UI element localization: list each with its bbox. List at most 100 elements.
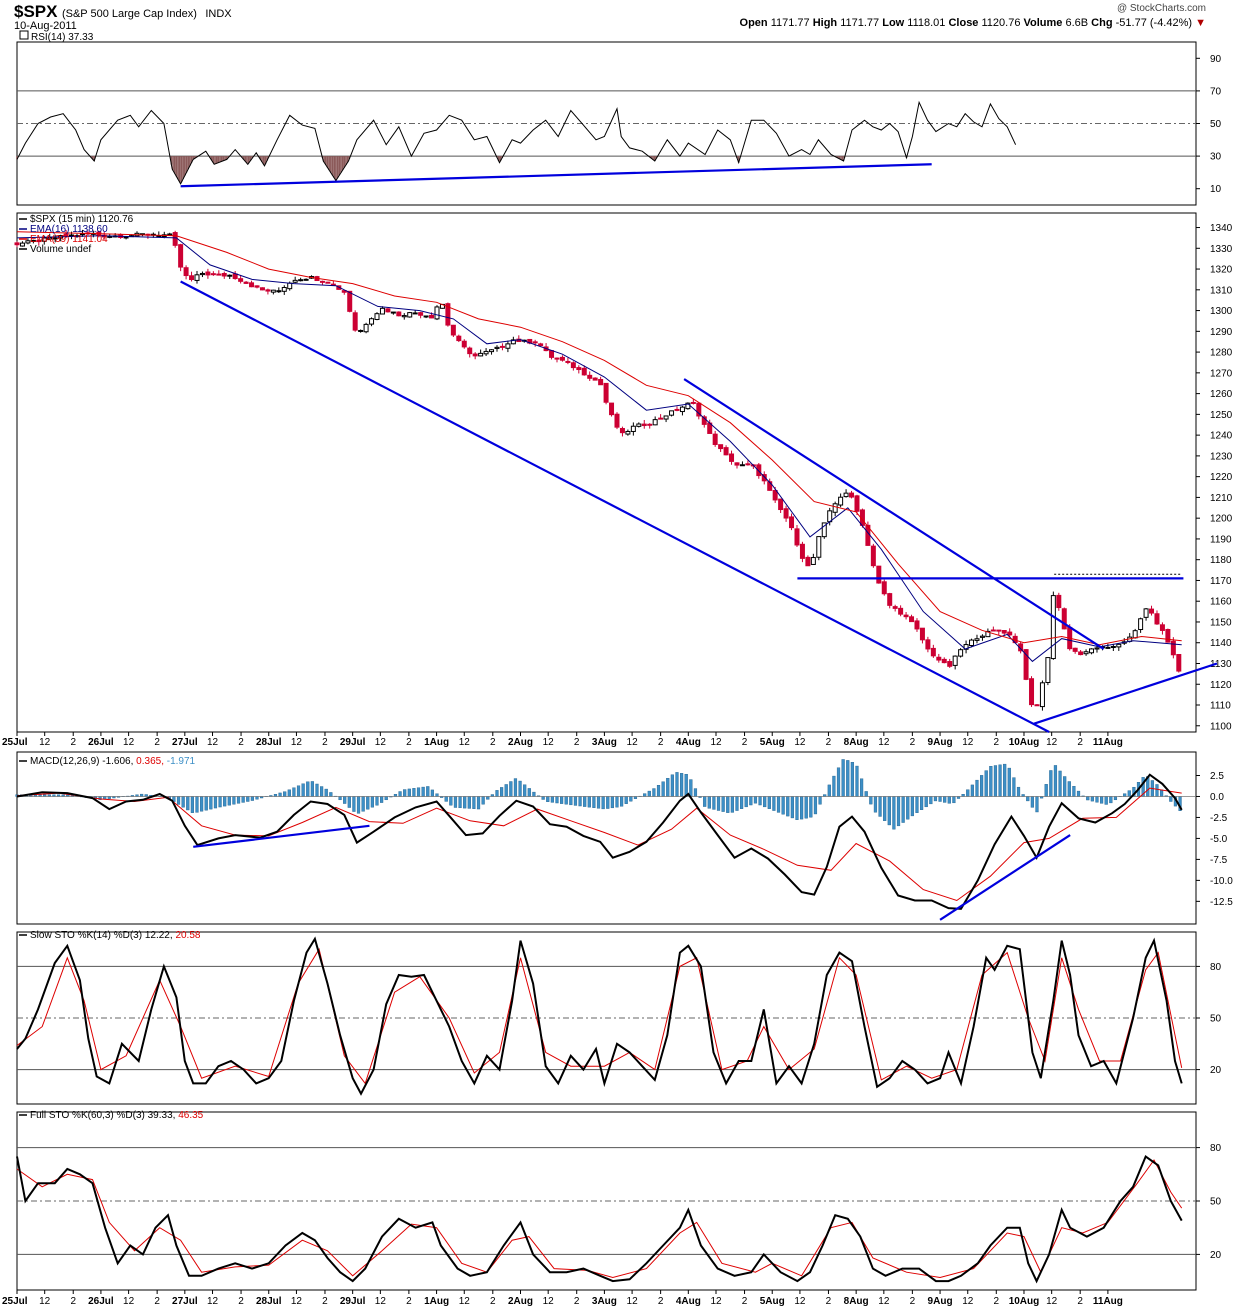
- macd-histogram-bar: [919, 796, 924, 810]
- price-xtick-label: 3Aug: [592, 737, 617, 748]
- macd-histogram-bar: [984, 770, 988, 797]
- price-candle-body: [172, 232, 178, 246]
- price-candle-body: [838, 496, 844, 506]
- price-candle-body: [341, 290, 347, 293]
- ohlc-label-volume: Volume: [1023, 17, 1063, 29]
- macd-histogram-bar: [758, 796, 762, 806]
- price-candle-body: [249, 282, 255, 288]
- macd-histogram-bar: [398, 791, 402, 797]
- price-candle-body: [641, 423, 647, 427]
- price-xtick-label: 29Jul: [340, 737, 366, 748]
- full-sto-legend-label: Full STO %K(60,3) %D(3): [30, 1110, 148, 1121]
- price-candle-body: [238, 278, 244, 282]
- price-candle-body: [210, 273, 216, 276]
- full-sto-d-line: [16, 1159, 1183, 1279]
- price-candle-body: [1116, 643, 1122, 648]
- macd-histogram-bar: [947, 796, 951, 804]
- macd-histogram-bar: [1072, 786, 1076, 797]
- bottom-xtick-label: 2: [490, 1296, 496, 1307]
- price-candle-body: [292, 279, 298, 283]
- macd-histogram-bar: [979, 775, 984, 797]
- macd-histogram-bar: [790, 796, 794, 819]
- price-candle-body: [298, 279, 304, 282]
- macd-histogram-bar: [878, 796, 882, 817]
- bottom-xtick-label: 11Aug: [1093, 1296, 1123, 1307]
- bottom-xtick-label: 12: [710, 1296, 722, 1307]
- price-candle-body: [221, 272, 227, 277]
- macd-histogram-bar: [329, 792, 333, 797]
- price-candle-body: [658, 417, 664, 420]
- macd-histogram-bar: [800, 796, 804, 820]
- price-candle-body: [952, 655, 958, 666]
- macd-histogram-bar: [541, 796, 545, 800]
- ohlc-label-low: Low: [882, 17, 905, 29]
- price-xtick-label: 10Aug: [1009, 737, 1040, 748]
- price-candle-body: [1072, 647, 1078, 652]
- price-candle-body: [243, 281, 249, 284]
- macd-histogram-bar: [306, 781, 310, 797]
- price-ytick-label: 1200: [1210, 514, 1233, 525]
- rsi-legend: RSI(14) 37.33: [31, 32, 94, 43]
- price-xtick-label: 25Jul: [2, 737, 28, 748]
- price-candle-body: [805, 556, 811, 567]
- price-candle-body: [843, 492, 849, 498]
- price-ytick-label: 1300: [1210, 306, 1233, 317]
- macd-histogram-bar: [380, 796, 384, 803]
- ohlc-value-open: 1171.77: [767, 17, 813, 29]
- price-xtick-label: 5Aug: [760, 737, 785, 748]
- macd-histogram-bar: [781, 796, 785, 815]
- price-candle-body: [1078, 651, 1084, 656]
- price-xtick-label: 2: [238, 737, 244, 748]
- macd-histogram-bar: [841, 759, 845, 797]
- macd-legend-macd: -1.606,: [102, 756, 136, 767]
- macd-histogram-bar: [656, 785, 661, 797]
- macd-histogram-bar: [933, 796, 938, 802]
- macd-histogram-bar: [887, 796, 891, 826]
- macd-histogram-bar: [223, 796, 227, 807]
- price-candle-body: [592, 377, 598, 381]
- macd-histogram-bar: [827, 784, 831, 797]
- price-candle-body: [276, 290, 282, 293]
- macd-plot: MACD(12,26,9) -1.606, 0.365, -1.971: [15, 756, 1196, 921]
- macd-histogram-bar: [809, 796, 813, 818]
- macd-histogram-bar: [892, 796, 896, 830]
- price-candle-body: [199, 272, 205, 276]
- macd-histogram-bar: [550, 796, 554, 803]
- price-candle-body: [401, 315, 407, 318]
- price-candle-body: [450, 324, 456, 336]
- exchange-label: INDX: [205, 8, 232, 20]
- full_sto-ytick-label: 50: [1210, 1197, 1222, 1208]
- price-candle-body: [429, 314, 435, 319]
- macd-histogram-bar: [343, 796, 347, 804]
- price-candle-body: [810, 557, 816, 565]
- price-candle-body: [794, 528, 800, 546]
- macd-legend: MACD(12,26,9) -1.606, 0.365, -1.971: [30, 756, 196, 767]
- price-candle-body: [652, 419, 658, 426]
- price-candle-body: [609, 402, 615, 416]
- price-candle-body: [679, 406, 685, 413]
- price-candle-body: [985, 630, 991, 638]
- price-candle-body: [434, 306, 440, 320]
- price-candle-body: [914, 620, 920, 630]
- price-candle-body: [412, 312, 418, 315]
- price-candle-body: [483, 350, 489, 355]
- macd-histogram-bar: [1169, 796, 1173, 802]
- price-candle-body: [974, 638, 980, 641]
- price-candle-body: [1110, 646, 1116, 649]
- price-xtick-label: 2: [154, 737, 160, 748]
- price-candle-body: [772, 490, 778, 501]
- macd-histogram-bar: [873, 796, 878, 813]
- price-candle-body: [123, 236, 129, 239]
- price-candle-body: [259, 287, 265, 291]
- macd-histogram-bar: [449, 796, 453, 806]
- slow_sto-ytick-label: 80: [1210, 962, 1222, 973]
- macd-histogram-bar: [463, 796, 467, 809]
- price-candle-body: [1105, 646, 1111, 649]
- price-candle-body: [325, 281, 331, 284]
- price-candle-body: [47, 237, 53, 240]
- macd-trendline: [193, 824, 370, 848]
- macd-histogram-bar: [952, 796, 956, 804]
- bottom-xtick-label: 10Aug: [1009, 1296, 1040, 1307]
- bottom-xtick-label: 12: [39, 1296, 51, 1307]
- price-candle-body: [407, 312, 413, 318]
